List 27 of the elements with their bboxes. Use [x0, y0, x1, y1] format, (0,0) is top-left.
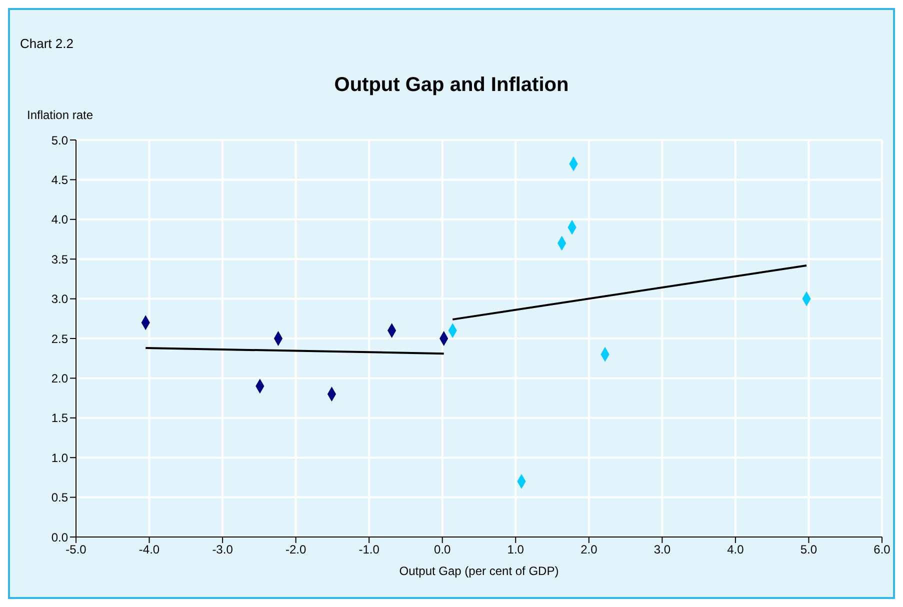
x-tick-label: -4.0	[138, 542, 160, 557]
x-tick-label: 5.0	[800, 542, 818, 557]
x-tick-label: 2.0	[580, 542, 598, 557]
x-tick-label: -1.0	[358, 542, 380, 557]
y-tick-label: 3.5	[51, 252, 68, 266]
x-tick-label: -3.0	[212, 542, 234, 557]
y-tick-label: 2.5	[51, 332, 68, 346]
chart-title: Output Gap and Inflation	[333, 74, 570, 97]
y-tick-label: 4.0	[51, 212, 68, 227]
y-tick-label: 1.5	[51, 411, 68, 426]
x-tick-label: 1.0	[507, 542, 524, 557]
y-tick-label: 3.0	[51, 292, 68, 306]
y-tick-label: 1.0	[51, 450, 68, 465]
x-tick-label: 6.0	[874, 542, 891, 557]
caption: Chart 2.2	[20, 36, 74, 51]
y-tick-label: 0.0	[51, 530, 68, 544]
y-tick-label: 5.0	[51, 133, 68, 148]
x-axis-title: Output Gap (per cent of GDP)	[399, 564, 559, 578]
x-tick-label: 3.0	[654, 542, 671, 557]
y-axis-title: Inflation rate	[27, 108, 94, 122]
x-tick-label: -5.0	[66, 542, 87, 557]
x-tick-label: -2.0	[285, 542, 306, 557]
x-tick-label: 4.0	[727, 542, 744, 557]
y-tick-label: 0.5	[51, 490, 68, 505]
x-tick-label: 0.0	[434, 542, 452, 557]
y-tick-label: 4.5	[51, 172, 68, 187]
y-tick-label: 2.0	[51, 371, 68, 386]
